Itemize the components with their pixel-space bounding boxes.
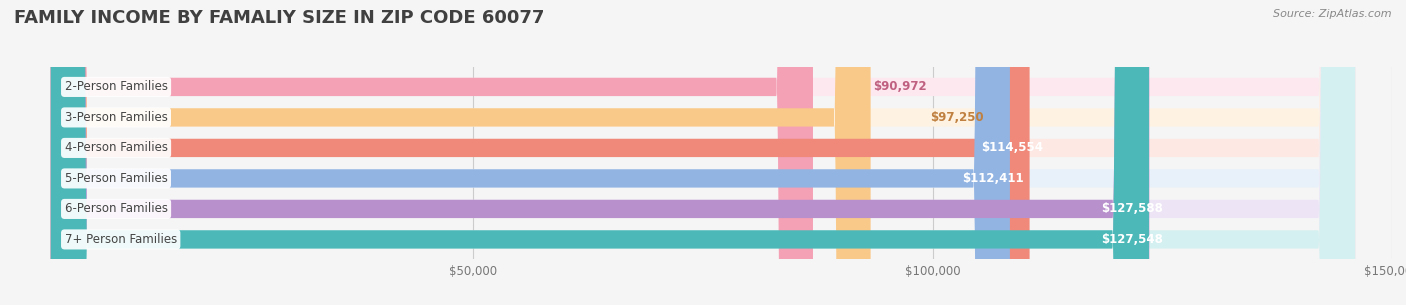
Text: 5-Person Families: 5-Person Families bbox=[65, 172, 167, 185]
FancyBboxPatch shape bbox=[51, 0, 813, 305]
Text: $90,972: $90,972 bbox=[873, 81, 927, 93]
Text: 2-Person Families: 2-Person Families bbox=[65, 81, 167, 93]
Text: $97,250: $97,250 bbox=[931, 111, 984, 124]
Text: 3-Person Families: 3-Person Families bbox=[65, 111, 167, 124]
FancyBboxPatch shape bbox=[51, 0, 1355, 305]
FancyBboxPatch shape bbox=[51, 0, 1149, 305]
Text: $127,548: $127,548 bbox=[1101, 233, 1163, 246]
FancyBboxPatch shape bbox=[51, 0, 1355, 305]
FancyBboxPatch shape bbox=[51, 0, 1355, 305]
FancyBboxPatch shape bbox=[51, 0, 870, 305]
FancyBboxPatch shape bbox=[51, 0, 1149, 305]
FancyBboxPatch shape bbox=[51, 0, 1355, 305]
Text: 7+ Person Families: 7+ Person Families bbox=[65, 233, 177, 246]
Text: FAMILY INCOME BY FAMALIY SIZE IN ZIP CODE 60077: FAMILY INCOME BY FAMALIY SIZE IN ZIP COD… bbox=[14, 9, 544, 27]
Text: 4-Person Families: 4-Person Families bbox=[65, 142, 167, 154]
FancyBboxPatch shape bbox=[51, 0, 1010, 305]
Text: $112,411: $112,411 bbox=[962, 172, 1024, 185]
FancyBboxPatch shape bbox=[51, 0, 1355, 305]
FancyBboxPatch shape bbox=[51, 0, 1029, 305]
FancyBboxPatch shape bbox=[51, 0, 1355, 305]
Text: 6-Person Families: 6-Person Families bbox=[65, 203, 167, 215]
Text: $114,554: $114,554 bbox=[981, 142, 1043, 154]
Text: Source: ZipAtlas.com: Source: ZipAtlas.com bbox=[1274, 9, 1392, 19]
Text: $127,588: $127,588 bbox=[1101, 203, 1163, 215]
